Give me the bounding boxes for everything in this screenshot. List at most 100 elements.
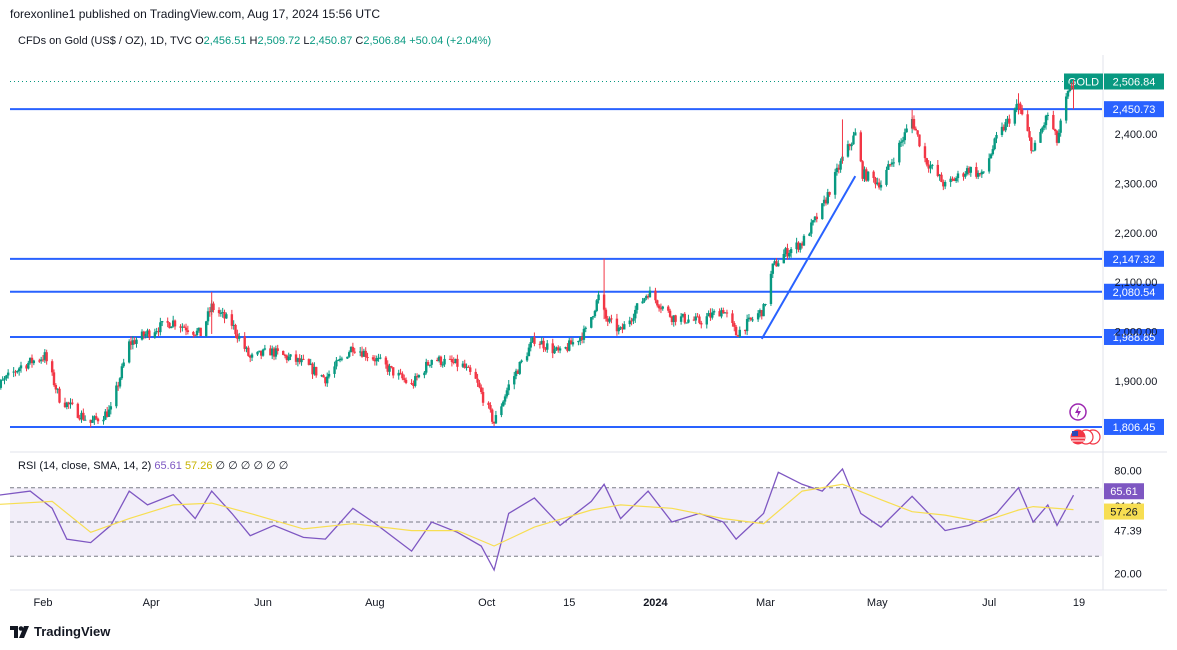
level-price-label: 2,080.54 bbox=[1113, 287, 1156, 299]
symbol-tag-label: GOLD bbox=[1068, 76, 1099, 88]
candle-body bbox=[491, 409, 494, 422]
price-axis[interactable]: 1,900.00 2,000.00 2,100.00 2,200.00 2,300.00… bbox=[1115, 129, 1158, 388]
candle-body bbox=[417, 375, 421, 378]
candle-body bbox=[885, 169, 888, 185]
rsi-value-tag bbox=[1104, 503, 1144, 520]
candle-body bbox=[155, 331, 158, 333]
candle-body bbox=[520, 360, 523, 362]
candle-body bbox=[348, 352, 351, 357]
candle-body bbox=[379, 357, 382, 359]
candle-body bbox=[595, 300, 598, 311]
candle-body bbox=[294, 354, 298, 362]
candle-body bbox=[918, 134, 921, 147]
candle-body bbox=[681, 313, 685, 317]
candle-body bbox=[718, 311, 721, 317]
candle-body bbox=[1055, 131, 1059, 143]
time-tick-label: Apr bbox=[143, 597, 160, 609]
candle-body bbox=[967, 168, 971, 173]
candle-body bbox=[887, 164, 890, 170]
candle-body bbox=[349, 346, 353, 353]
candle-body bbox=[668, 310, 672, 317]
candle-body bbox=[593, 310, 597, 317]
candle-body bbox=[879, 184, 883, 188]
candle-body bbox=[474, 371, 477, 379]
candle-body bbox=[667, 306, 670, 311]
open-value: 2,456.51 bbox=[203, 35, 247, 47]
candle-body bbox=[327, 373, 331, 377]
candle-body bbox=[426, 361, 430, 366]
candle-body bbox=[159, 322, 162, 333]
candle-body bbox=[160, 321, 164, 323]
candle-body bbox=[39, 359, 43, 361]
candle-body bbox=[443, 358, 446, 365]
candle-body bbox=[709, 313, 712, 318]
flash-icon[interactable] bbox=[1069, 403, 1087, 421]
candle-body bbox=[980, 171, 984, 175]
candle-body bbox=[685, 322, 688, 324]
last-price-tag bbox=[1104, 73, 1164, 90]
symbol-legend: CFDs on Gold (US$ / OZ), 1D, TVC O2,456.… bbox=[18, 35, 491, 47]
candle-body bbox=[52, 372, 56, 386]
candle-body bbox=[456, 358, 459, 367]
candle-body bbox=[80, 412, 83, 420]
candle-body bbox=[173, 320, 177, 327]
candle-body bbox=[725, 312, 729, 314]
candle-body bbox=[802, 235, 806, 246]
price-tick-label: 2,100.00 bbox=[1115, 277, 1158, 289]
candle-body bbox=[237, 336, 241, 339]
candle-body bbox=[672, 315, 675, 323]
candle-body bbox=[390, 366, 393, 368]
candle-body bbox=[127, 341, 131, 363]
candle-body bbox=[597, 294, 600, 301]
candle-body bbox=[788, 253, 791, 257]
candle-body bbox=[696, 316, 699, 318]
rsi-value-label: 57.26 bbox=[1110, 507, 1138, 519]
candle-body bbox=[925, 158, 929, 165]
candle-body bbox=[835, 167, 839, 173]
candle-body bbox=[166, 321, 169, 323]
candle-body bbox=[700, 322, 703, 325]
candle-body bbox=[566, 347, 569, 351]
candle-body bbox=[518, 361, 521, 374]
candle-body bbox=[558, 348, 562, 351]
candle-body bbox=[221, 312, 224, 314]
tradingview-footer[interactable]: TradingView bbox=[10, 624, 110, 639]
candle-body bbox=[225, 314, 228, 319]
candle-body bbox=[1044, 115, 1048, 126]
candle-body bbox=[648, 290, 652, 298]
candle-body bbox=[324, 377, 327, 384]
candle-body bbox=[912, 118, 916, 129]
candle-body bbox=[975, 167, 978, 177]
candle-body bbox=[448, 358, 452, 360]
candle-body bbox=[245, 347, 248, 349]
candle-body bbox=[296, 358, 300, 362]
time-axis[interactable]: Feb Apr Jun Aug Oct 15 2024 Mar May Jul 19 bbox=[34, 597, 1086, 609]
time-tick-label: Jun bbox=[254, 597, 272, 609]
candle-body bbox=[261, 349, 265, 356]
us-flag-icon[interactable] bbox=[1070, 429, 1101, 445]
candle-body bbox=[107, 409, 111, 417]
low-label: L bbox=[303, 35, 310, 47]
rsi-tick-label: 20.00 bbox=[1114, 568, 1142, 580]
candle-body bbox=[78, 417, 81, 420]
time-tick-label: Oct bbox=[478, 597, 495, 609]
candle-body bbox=[987, 158, 991, 172]
candle-body bbox=[938, 174, 941, 176]
candle-body bbox=[564, 347, 567, 349]
rsi-line bbox=[0, 467, 1075, 572]
candle-body bbox=[1033, 142, 1037, 151]
candle-body bbox=[195, 330, 199, 336]
candle-body bbox=[720, 310, 723, 317]
rsi-lines bbox=[0, 467, 1075, 572]
candle-body bbox=[590, 317, 593, 328]
candle-body bbox=[45, 352, 48, 362]
candle-body bbox=[232, 324, 235, 326]
publish-info: forexonline1 published on TradingView.co… bbox=[10, 7, 381, 21]
candle-body bbox=[679, 316, 683, 322]
candle-body bbox=[949, 178, 952, 183]
horizontal-levels[interactable]: GOLD 2,506.84 2,450.73 2,147.32 2,080.54 1,98… bbox=[10, 73, 1164, 435]
symbol-name: CFDs on Gold (US$ / OZ), 1D, TVC bbox=[18, 35, 193, 47]
candle-body bbox=[892, 162, 896, 164]
